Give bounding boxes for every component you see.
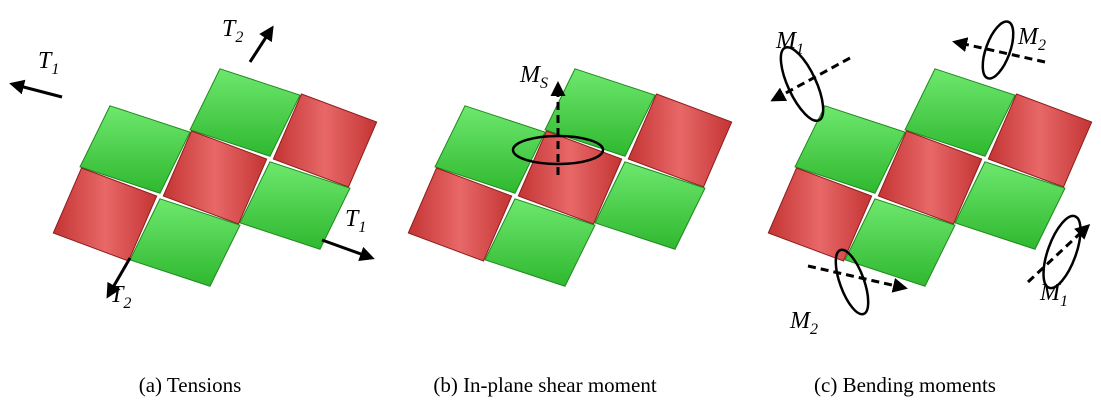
symbol: M [1017,24,1040,50]
symbol: M [1039,280,1062,306]
captions: (a) Tensions (b) In-plane shear moment (c)… [139,373,996,397]
load-label: M1 [1039,280,1068,310]
subscript: 1 [1060,293,1068,310]
load-label: T2 [110,282,131,312]
load-label: M1 [775,28,804,58]
weaves [53,69,1091,286]
subscript: 2 [123,295,131,312]
load-label: M2 [1017,24,1046,54]
subscript: 2 [810,321,818,338]
symbol: M [775,28,798,54]
symbol: M [789,308,812,334]
load-label: M2 [789,308,818,338]
subscript: 2 [235,29,243,46]
load-label: T1 [38,48,59,78]
subscript: 1 [358,219,366,236]
load-arrow [12,84,62,97]
load-label: T2 [222,16,243,46]
symbol: M [519,62,542,88]
figure: T1T2T1T2MSM1M2M2M1 (a) Tensions(b) In-pl… [0,0,1101,410]
load-arrow [250,28,272,62]
load-arrow [322,240,372,258]
subscript: 1 [51,61,59,78]
caption: (a) Tensions [139,373,242,397]
subscript: 2 [1038,37,1046,54]
caption: (b) In-plane shear moment [433,373,656,397]
subscript: 1 [796,41,804,58]
caption: (c) Bending moments [814,373,996,397]
load-label: T1 [345,206,366,236]
load-label: MS [519,62,548,92]
subscript: S [540,75,548,92]
moment-loop [976,18,1019,83]
